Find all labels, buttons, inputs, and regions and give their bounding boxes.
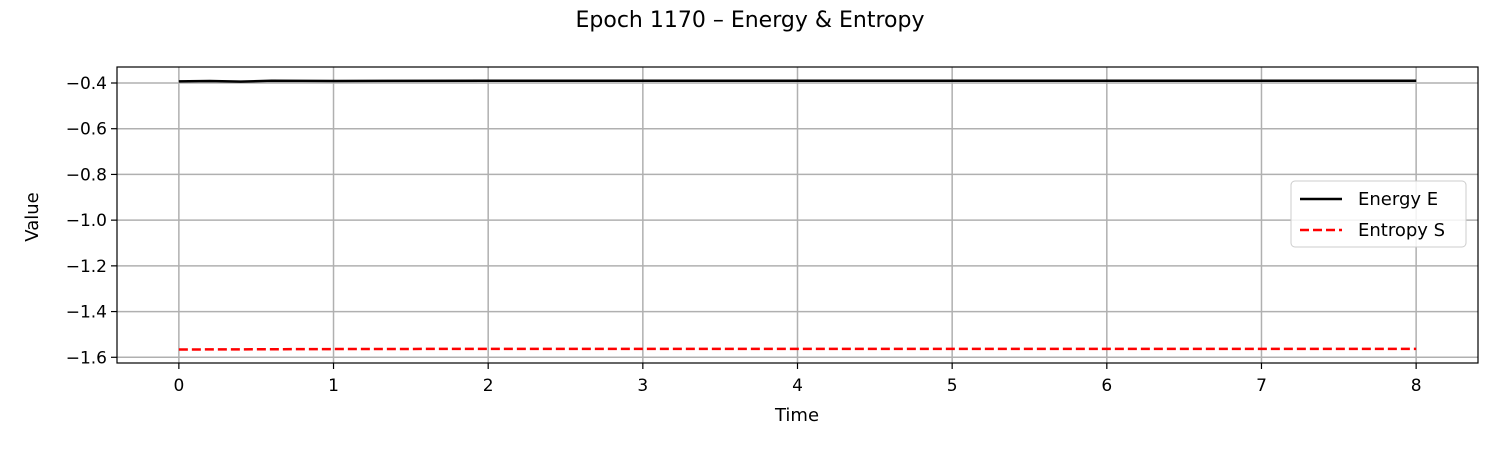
x-tick-label: 3 <box>637 376 648 396</box>
x-tick-label: 6 <box>1101 376 1112 396</box>
x-tick-label: 8 <box>1411 376 1422 396</box>
series-line-energy <box>178 79 1417 83</box>
y-tick-label: −1.6 <box>66 348 107 368</box>
x-tick-label: 1 <box>328 376 339 396</box>
series-line-entropy <box>178 347 1417 351</box>
y-tick-label: −0.8 <box>66 165 107 185</box>
y-axis-ticks: −0.4 −0.6 −0.8 −1.0 −1.2 −1.4 −1.6 <box>66 74 117 368</box>
x-axis-label: Time <box>774 405 819 426</box>
y-tick-label: −0.4 <box>66 74 107 94</box>
y-tick-label: −1.4 <box>66 303 107 323</box>
y-tick-label: −1.0 <box>66 211 107 231</box>
y-tick-label: −0.6 <box>66 120 107 140</box>
legend-label-energy: Energy E <box>1358 189 1438 210</box>
x-tick-label: 2 <box>483 376 494 396</box>
x-axis-ticks: 0 1 2 3 4 5 6 7 8 <box>173 363 1422 396</box>
grid <box>117 67 1478 363</box>
x-tick-label: 7 <box>1256 376 1267 396</box>
chart-title: Epoch 1170 – Energy & Entropy <box>576 8 925 33</box>
y-tick-label: −1.2 <box>66 257 107 277</box>
y-axis-label: Value <box>22 192 43 241</box>
series-layer <box>178 79 1417 351</box>
x-tick-label: 4 <box>792 376 803 396</box>
x-tick-label: 5 <box>947 376 958 396</box>
legend: Energy E Entropy S <box>1290 180 1467 248</box>
x-tick-label: 0 <box>173 376 184 396</box>
legend-label-entropy: Entropy S <box>1358 220 1445 241</box>
